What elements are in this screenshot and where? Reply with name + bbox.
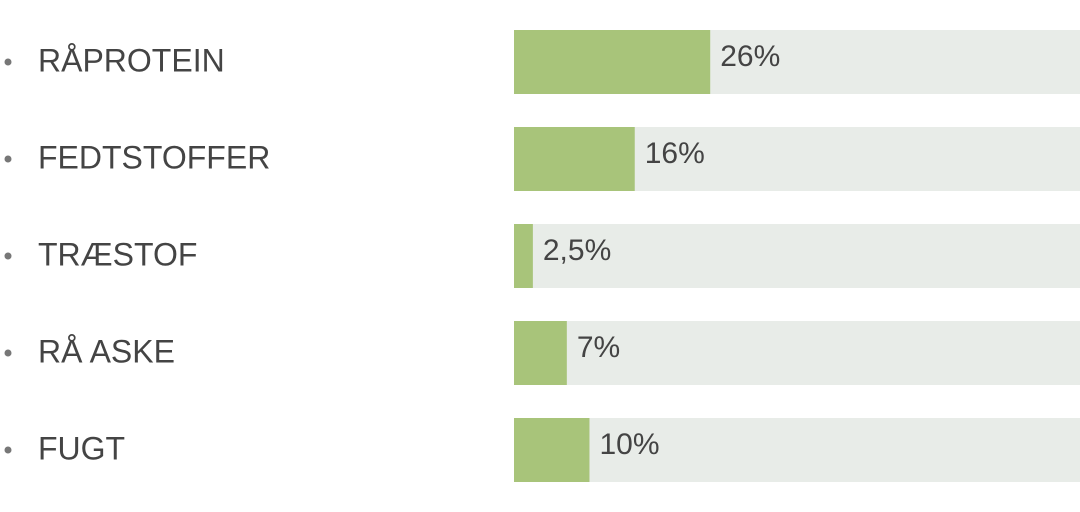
bullet (4, 155, 12, 163)
category-label: FEDTSTOFFER (38, 139, 270, 175)
bar (514, 418, 590, 482)
bar-track (514, 321, 1080, 385)
value-label: 26% (720, 40, 780, 73)
category-label: FUGT (38, 430, 125, 466)
value-label: 7% (577, 331, 620, 364)
bar (514, 321, 567, 385)
category-label: RÅ ASKE (38, 333, 175, 369)
value-label: 16% (645, 137, 705, 170)
category-label: TRÆSTOF (38, 236, 197, 272)
bullet (4, 252, 12, 260)
bar-track (514, 224, 1080, 288)
bullet (4, 349, 12, 357)
bar-track (514, 418, 1080, 482)
bar (514, 127, 635, 191)
value-label: 10% (599, 428, 659, 461)
bullet (4, 446, 12, 454)
bullet (4, 58, 12, 66)
bar (514, 224, 533, 288)
value-label: 2,5% (543, 234, 611, 267)
bar (514, 30, 711, 94)
category-label: RÅPROTEIN (38, 42, 225, 78)
